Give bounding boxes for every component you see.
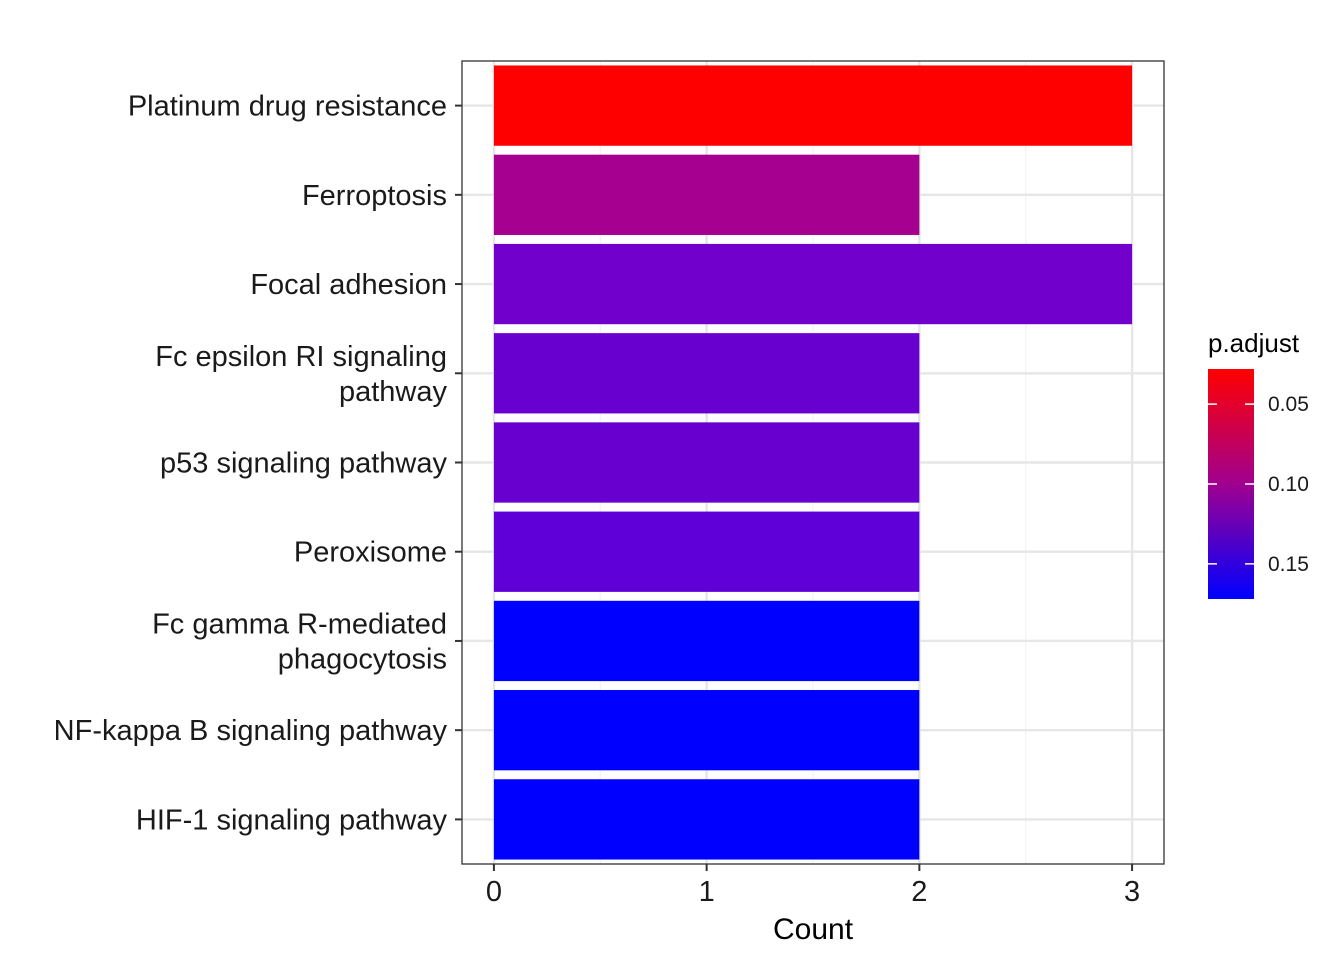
bar [493,243,1133,325]
x-axis: 0 1 2 3 [486,864,1140,908]
legend-tick-label: 0.10 [1268,473,1309,496]
category-label-line: Focal adhesion [250,269,447,301]
category-label-line: Platinum drug resistance [128,91,447,123]
legend-tick-label: 0.15 [1268,553,1309,576]
x-tick-label: 1 [699,876,715,908]
category-label: Fc gamma R-mediated phagocytosis [152,608,447,675]
category-label-line: Peroxisome [294,537,447,569]
category-label: Peroxisome [294,537,447,569]
category-label: Platinum drug resistance [128,91,447,123]
y-axis: Platinum drug resistance Ferroptosis Focal… [54,91,462,836]
bars [493,65,1133,860]
x-tick-label: 3 [1124,876,1140,908]
category-label: NF-kappa B signaling pathway [54,715,448,747]
category-label-line: Fc epsilon RI signaling [155,341,447,373]
bar [493,333,920,414]
category-label-line: pathway [339,376,448,408]
bar [493,779,920,860]
category-label-line: p53 signaling pathway [160,448,447,480]
bar [493,154,920,235]
category-label: p53 signaling pathway [160,448,447,480]
category-label-line: Ferroptosis [302,180,447,212]
category-label: Focal adhesion [250,269,447,301]
x-axis-title: Count [773,913,854,946]
category-label: HIF-1 signaling pathway [136,804,448,836]
x-tick-label: 2 [911,876,927,908]
category-label-line: Fc gamma R-mediated [152,608,447,640]
category-label-line: HIF-1 signaling pathway [136,804,448,836]
category-label-line: phagocytosis [278,643,447,675]
bar [493,422,920,503]
legend-ticks: 0.05 0.10 0.15 [1208,393,1309,576]
legend-tick-label: 0.05 [1268,393,1309,416]
bar [493,65,1133,146]
bar [493,690,920,771]
bar [493,600,920,682]
legend-title: p.adjust [1208,328,1300,358]
color-legend: p.adjust 0.05 0.10 0.15 [1208,328,1309,599]
bar [493,511,920,592]
x-tick-label: 0 [486,876,502,908]
category-label: Fc epsilon RI signaling pathway [155,341,447,408]
category-label: Ferroptosis [302,180,447,212]
category-label-line: NF-kappa B signaling pathway [54,715,448,747]
